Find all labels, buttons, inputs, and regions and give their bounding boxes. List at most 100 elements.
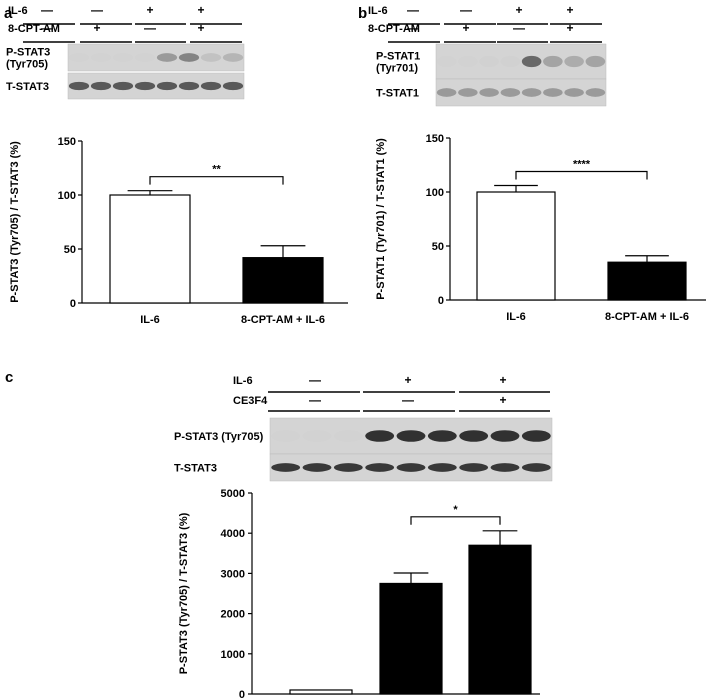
bar-c-2	[468, 544, 532, 695]
bar-c-0	[289, 689, 353, 695]
blot-band-c-0-4	[396, 430, 426, 442]
blot-band-b-0-5	[543, 55, 563, 68]
condition-sign-a-1-1: +	[93, 21, 100, 35]
condition-sign-b-0-0: —	[407, 3, 419, 17]
blot-band-b-0-1	[458, 55, 478, 68]
blot-band-a-0-0	[68, 53, 90, 62]
y-tick-label-b-0: 0	[438, 295, 444, 307]
x-category-label-a-1: 8-CPT-AM + IL-6	[241, 314, 325, 326]
blot-band-c-0-1	[302, 430, 332, 442]
blot-band-b-1-3	[500, 88, 521, 97]
chart-b: 0 50 100 150 P-STAT1 (Tyr701) / T-STAT1 (%) I…	[375, 133, 706, 323]
bar-b-0	[476, 191, 556, 301]
blot-band-c-1-6	[459, 463, 489, 472]
y-tick-label-c-3000: 3000	[221, 568, 245, 580]
blot-band-c-0-0	[271, 430, 301, 442]
condition-sign-b-1-0: —	[407, 21, 419, 35]
blot-band-c-1-3	[365, 463, 395, 472]
blot-band-a-1-7	[222, 81, 244, 91]
significance-label-b: ****	[573, 159, 591, 171]
blot-band-a-0-1	[90, 53, 112, 62]
condition-sign-a-1-3: +	[197, 21, 204, 35]
y-tick-label-a-0: 0	[70, 298, 76, 310]
blot-band-c-1-8	[521, 463, 551, 472]
blot-band-a-1-0	[68, 81, 90, 91]
blot-band-c-0-2	[333, 430, 363, 442]
condition-sign-b-0-1: —	[460, 3, 472, 17]
blot-band-c-1-5	[427, 463, 457, 472]
y-tick-label-b-100: 100	[426, 187, 444, 199]
significance-bracket-a	[149, 176, 284, 185]
blot-band-a-1-6	[200, 81, 222, 91]
condition-sign-c-1-2: +	[499, 393, 506, 407]
blot-band-b-1-2	[479, 88, 499, 97]
condition-sign-a-0-3: +	[197, 3, 204, 17]
blot-band-a-0-7	[222, 53, 244, 62]
blot-band-b-1-4	[521, 88, 542, 97]
blot-band-b-1-5	[543, 88, 563, 97]
y-tick-label-c-0: 0	[239, 689, 245, 700]
significance-label-c: *	[453, 504, 458, 516]
blot-band-b-0-3	[500, 55, 521, 68]
blot-band-a-0-2	[112, 53, 134, 62]
blot-label-a-0-0: P-STAT3	[6, 47, 50, 59]
bar-c-1	[379, 582, 443, 695]
y-tick-label-c-1000: 1000	[221, 649, 245, 661]
significance-bracket-c	[410, 516, 501, 525]
y-axis-label-a: P-STAT3 (Tyr705) / T-STAT3 (%)	[9, 141, 21, 303]
y-axis-label-b: P-STAT1 (Tyr701) / T-STAT1 (%)	[375, 138, 387, 300]
blot-band-c-0-3	[365, 430, 395, 442]
y-tick-label-a-150: 150	[58, 136, 76, 148]
blot-band-c-1-0	[271, 463, 301, 472]
condition-sign-c-1-0: —	[309, 393, 321, 407]
panel-letter-a: a	[4, 5, 13, 22]
condition-label-b-0: IL-6	[368, 5, 388, 17]
condition-sign-a-0-1: —	[91, 3, 103, 17]
y-tick-label-a-100: 100	[58, 190, 76, 202]
blot-band-c-0-7	[490, 430, 520, 442]
x-category-label-a-0: IL-6	[140, 314, 160, 326]
blot-label-c-1: T-STAT3	[174, 463, 217, 475]
condition-sign-b-0-3: +	[566, 3, 573, 17]
blot-band-b-0-2	[479, 55, 499, 68]
condition-label-a-1: 8-CPT-AM	[8, 23, 60, 35]
y-tick-label-b-150: 150	[426, 133, 444, 145]
blot-band-b-1-1	[458, 88, 478, 97]
blot-label-c-0: P-STAT3 (Tyr705)	[174, 431, 264, 443]
y-tick-label-b-50: 50	[432, 241, 444, 253]
condition-sign-b-1-2: —	[513, 21, 525, 35]
blot-label-b-1: T-STAT1	[376, 88, 419, 100]
panel-letter-c: c	[5, 369, 13, 386]
blot-band-c-0-5	[427, 430, 457, 442]
blot-band-a-1-3	[134, 81, 156, 91]
x-category-label-b-0: IL-6	[506, 311, 526, 323]
blot-label-a-1: T-STAT3	[6, 81, 49, 93]
blot-band-a-0-5	[178, 53, 200, 62]
condition-label-a-0: IL-6	[8, 5, 28, 17]
blot-band-b-1-6	[564, 88, 584, 97]
blot-band-b-0-6	[564, 55, 584, 68]
panel-letter-b: b	[358, 5, 367, 22]
significance-bracket-b	[515, 170, 648, 180]
condition-sign-b-1-3: +	[566, 21, 573, 35]
panel-c-blot-group: c IL-6 — + + CE3F4 — — + P-STAT3 (Tyr705) T-STAT3	[5, 369, 553, 482]
y-axis-label-c: P-STAT3 (Tyr705) / T-STAT3 (%)	[178, 512, 190, 674]
condition-sign-c-0-0: —	[309, 373, 321, 387]
condition-sign-a-0-0: —	[41, 3, 53, 17]
blot-band-a-0-4	[156, 53, 178, 62]
blot-strip-a-0	[67, 43, 245, 72]
bar-a-0	[109, 194, 191, 304]
condition-sign-a-0-2: +	[146, 3, 153, 17]
condition-label-c-0: IL-6	[233, 375, 253, 387]
condition-sign-a-1-2: —	[144, 21, 156, 35]
y-tick-label-c-5000: 5000	[221, 488, 245, 500]
blot-band-a-1-5	[178, 81, 200, 91]
condition-sign-c-0-1: +	[404, 373, 411, 387]
blot-band-b-0-0	[436, 55, 457, 68]
blot-band-a-1-1	[90, 81, 112, 91]
blot-band-c-1-2	[333, 463, 363, 472]
significance-label-a: **	[212, 164, 221, 176]
blot-band-a-0-3	[134, 53, 156, 62]
blot-band-b-0-4	[521, 55, 542, 68]
